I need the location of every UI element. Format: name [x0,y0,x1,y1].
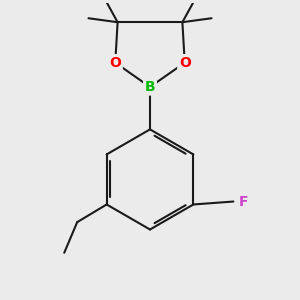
Text: B: B [145,80,155,94]
Text: O: O [179,56,191,70]
Text: O: O [109,56,121,70]
Text: F: F [239,194,249,208]
